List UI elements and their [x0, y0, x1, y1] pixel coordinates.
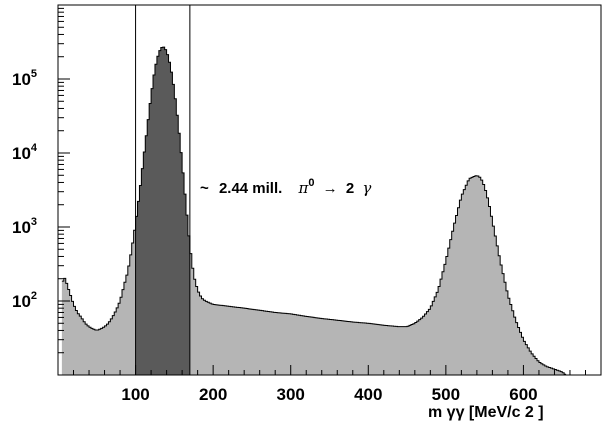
- x-tick-label: 300: [277, 385, 305, 404]
- y-tick-label: 102: [12, 290, 37, 311]
- annotation: ~ 2.44 mill. π0 → 2 γ: [200, 173, 371, 197]
- selection-window: [135, 5, 191, 375]
- x-tick-label: 600: [509, 385, 537, 404]
- annotation-pi: π: [297, 179, 309, 197]
- histogram-series: [61, 46, 567, 375]
- y-tick-label: 103: [12, 216, 37, 237]
- annotation-tilde: ~: [200, 180, 209, 197]
- selected-peak-fill: [135, 47, 190, 375]
- x-axis-title-text: m γγ [MeV/c 2 ]: [428, 404, 544, 421]
- x-tick-label: 200: [199, 385, 227, 404]
- x-axis-title: m γγ [MeV/c 2 ]: [428, 404, 544, 421]
- plot-frame: [57, 4, 602, 376]
- y-tick-label: 105: [12, 68, 37, 89]
- y-tick-label: 104: [12, 142, 38, 163]
- annotation-gamma: γ: [362, 179, 371, 197]
- annotation-count: 2.44 mill.: [219, 180, 282, 197]
- x-tick-label: 100: [121, 385, 149, 404]
- axes: 100 200 300 400 500 600 102 103 104 105: [12, 7, 602, 404]
- annotation-arrow: →: [323, 180, 338, 197]
- plot-area: [61, 46, 567, 375]
- x-tick-label: 400: [354, 385, 382, 404]
- annotation-two: 2: [346, 180, 354, 197]
- histogram-outline: [61, 46, 567, 375]
- x-tick-label: 500: [432, 385, 460, 404]
- annotation-pi-sup: 0: [308, 177, 314, 189]
